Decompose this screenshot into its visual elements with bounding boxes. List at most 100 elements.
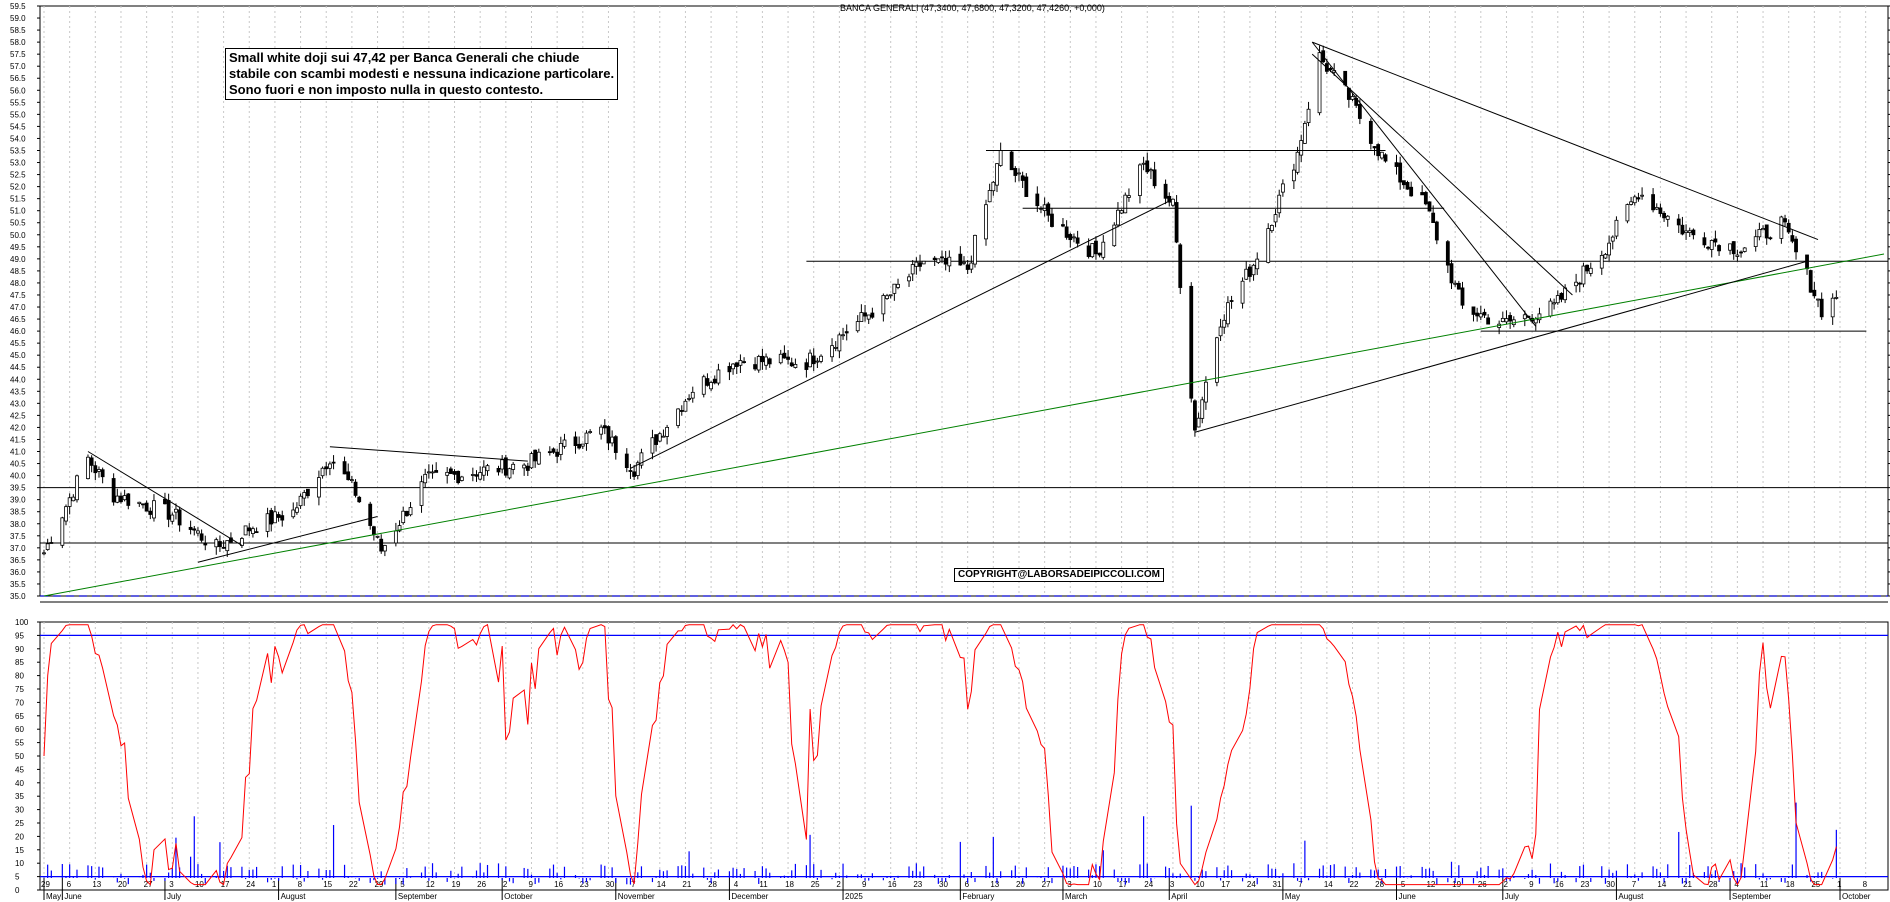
- candle-body: [496, 468, 501, 473]
- osc-tick-label: 30: [15, 806, 24, 815]
- candle-body: [610, 436, 615, 444]
- candle-body: [654, 434, 659, 445]
- candle-body: [327, 463, 332, 469]
- candle-body: [731, 363, 735, 370]
- price-tick-label-left: 58.0: [10, 38, 26, 47]
- candle-body: [1680, 224, 1685, 235]
- price-tick-label-left: 48.0: [10, 279, 26, 288]
- day-tick-label: 23: [1580, 880, 1589, 889]
- price-tick-label-left: 35.0: [10, 592, 26, 601]
- day-tick-label: 21: [682, 880, 691, 889]
- candle-body: [170, 514, 175, 522]
- candle-body: [1816, 298, 1820, 301]
- candle-body: [1665, 215, 1670, 220]
- candle-body: [474, 474, 479, 477]
- candle-body: [1460, 287, 1465, 306]
- candle-body: [302, 492, 307, 499]
- candle-body: [291, 509, 296, 518]
- candle-body: [665, 426, 670, 437]
- price-tick-label-left: 36.5: [10, 556, 26, 565]
- candle-body: [357, 496, 362, 503]
- candle-body: [1251, 264, 1256, 276]
- candle-body: [1255, 258, 1260, 270]
- trendline: [630, 200, 1170, 469]
- candle-body: [1478, 313, 1483, 318]
- candle-body: [137, 501, 142, 504]
- day-tick-label: 10: [1196, 880, 1205, 889]
- candle-body: [1764, 224, 1769, 239]
- month-label: November: [618, 892, 655, 901]
- candle-body: [599, 426, 604, 435]
- candle-body: [1742, 247, 1747, 252]
- price-tick-label-left: 54.5: [10, 122, 26, 131]
- month-label: September: [398, 892, 437, 901]
- price-tick-label-left: 41.5: [10, 435, 26, 444]
- candle-body: [1548, 300, 1553, 317]
- candle-body: [100, 469, 105, 478]
- price-tick-label-left: 49.0: [10, 255, 26, 264]
- candle-body: [196, 530, 200, 534]
- candle-body: [888, 294, 893, 297]
- candle-body: [1753, 236, 1758, 247]
- price-tick-label-left: 52.0: [10, 183, 26, 192]
- day-tick-label: 15: [323, 880, 332, 889]
- candle-body: [1266, 228, 1271, 263]
- candle-body: [511, 463, 516, 470]
- price-tick-label-left: 42.5: [10, 411, 26, 420]
- candle-body: [734, 362, 739, 367]
- candle-body: [1123, 194, 1128, 214]
- day-tick-label: 28: [1709, 880, 1718, 889]
- candle-body: [1269, 225, 1274, 232]
- price-tick-label-left: 44.0: [10, 375, 26, 384]
- candle-body: [987, 190, 992, 203]
- day-tick-label: 6: [965, 880, 970, 889]
- candle-body: [1226, 302, 1230, 325]
- day-tick-label: 17: [1119, 880, 1128, 889]
- candle-body: [89, 457, 94, 466]
- candle-body: [1790, 235, 1795, 242]
- candle-body: [203, 543, 208, 546]
- candle-body: [426, 471, 431, 474]
- candle-body: [1761, 228, 1765, 231]
- candle-body: [547, 451, 552, 454]
- candle-body: [1453, 282, 1458, 285]
- candle-body: [701, 376, 706, 395]
- osc-tick-label: 50: [15, 752, 24, 761]
- candle-body: [1299, 140, 1304, 156]
- candle-body: [811, 355, 816, 365]
- month-label: August: [1618, 892, 1644, 901]
- price-tick-label-left: 52.5: [10, 171, 26, 180]
- candle-body: [1757, 229, 1762, 238]
- candle-body: [192, 528, 197, 531]
- candle-body: [639, 452, 644, 466]
- month-label: July: [1505, 892, 1519, 901]
- candle-body: [445, 471, 450, 476]
- candle-body: [786, 356, 790, 360]
- candle-body: [705, 378, 710, 386]
- analysis-note: Small white doji sui 47,42 per Banca Gen…: [225, 48, 619, 100]
- candle-body: [584, 432, 589, 444]
- candle-body: [423, 473, 428, 484]
- candle-body: [1394, 162, 1399, 167]
- candle-body: [1713, 238, 1718, 243]
- candle-body: [419, 481, 424, 506]
- day-tick-label: 3: [169, 880, 174, 889]
- candle-body: [1306, 108, 1311, 124]
- candle-body: [1482, 311, 1487, 316]
- candle-body: [1013, 168, 1018, 176]
- price-tick-label-left: 46.5: [10, 315, 26, 324]
- day-tick-label: 25: [811, 880, 820, 889]
- candle-body: [397, 525, 402, 532]
- price-tick-label-left: 53.5: [10, 146, 26, 155]
- day-tick-label: 17: [1221, 880, 1230, 889]
- candle-body: [1072, 236, 1076, 239]
- candle-body: [866, 314, 871, 320]
- candle-body: [393, 530, 398, 544]
- candle-body: [841, 334, 845, 337]
- candle-body: [943, 257, 948, 265]
- candle-body: [199, 533, 204, 541]
- candle-body: [470, 474, 475, 476]
- candle-body: [833, 347, 838, 349]
- candle-body: [243, 525, 248, 536]
- candle-body: [1189, 285, 1194, 399]
